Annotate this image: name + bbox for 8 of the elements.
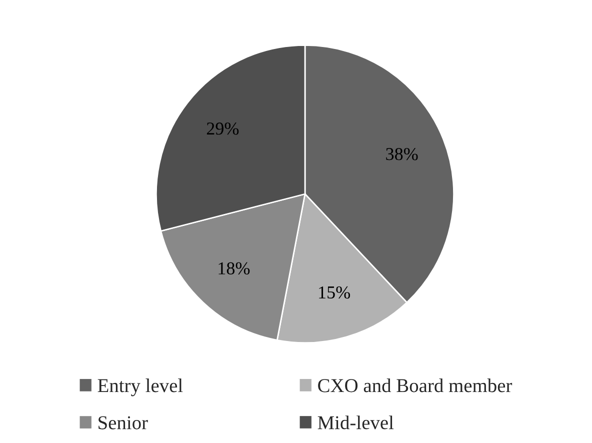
legend-label: Senior: [98, 416, 148, 430]
data-label: 38%: [386, 148, 418, 160]
legend-label: Entry level: [98, 378, 183, 396]
legend-label: CXO and Board member: [318, 378, 512, 392]
data-label: 15%: [319, 286, 350, 299]
data-label: 29%: [206, 122, 239, 135]
legend-label: Mid-level: [318, 416, 394, 430]
data-label: 18%: [218, 262, 250, 275]
